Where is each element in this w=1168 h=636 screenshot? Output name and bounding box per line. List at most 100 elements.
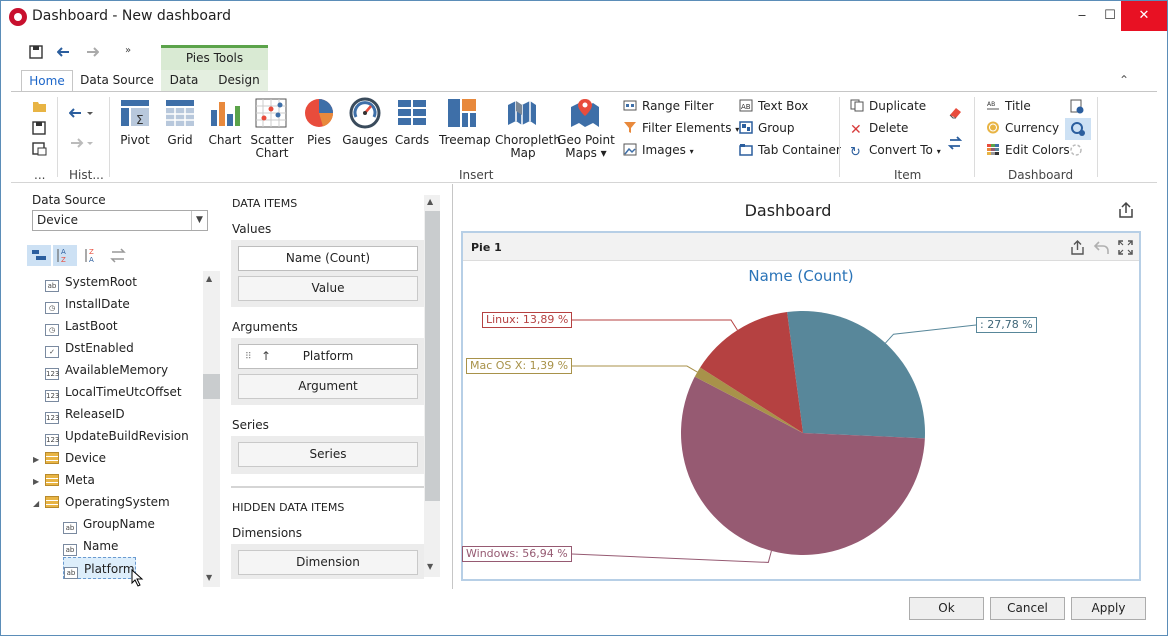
tree-node[interactable]: 123 ReleaseID: [45, 403, 125, 425]
scroll-up-icon[interactable]: ▲: [206, 274, 213, 283]
chevron-down-icon[interactable]: ▼: [191, 211, 207, 230]
dimensions-drop-placeholder[interactable]: Dimension: [238, 550, 418, 575]
geo-point-maps-icon[interactable]: [569, 97, 601, 132]
ribbon-redo-icon[interactable]: [69, 136, 93, 153]
tree-expander-icon[interactable]: ◢: [33, 499, 40, 508]
tree-node[interactable]: ◷ LastBoot: [45, 315, 118, 337]
filter-elements-button[interactable]: Filter Elements ▾: [623, 121, 739, 135]
convert-to-button[interactable]: ↻ Convert To ▾: [850, 143, 941, 160]
open-icon[interactable]: [32, 100, 47, 116]
tree-node[interactable]: ▶ Device: [33, 447, 106, 469]
pies-icon[interactable]: [303, 97, 335, 132]
values-drop-placeholder[interactable]: Value: [238, 276, 418, 301]
collapse-ribbon-icon[interactable]: ⌃: [1119, 73, 1130, 87]
remove-format-icon[interactable]: [947, 105, 963, 122]
customize-qat-icon[interactable]: »: [125, 45, 132, 56]
pie-dashboard-item[interactable]: Pie 1 Name (Count) : 27,78 % Windows: 56,…: [461, 231, 1141, 581]
title-button[interactable]: AB Title: [986, 99, 1031, 113]
maximize-item-icon[interactable]: [1117, 239, 1134, 259]
drill-up-icon[interactable]: [1093, 239, 1110, 259]
pie-slice-windows[interactable]: [681, 376, 925, 555]
save-file-icon[interactable]: [32, 121, 46, 138]
scroll-thumb[interactable]: [425, 211, 440, 501]
cards-icon[interactable]: [397, 98, 427, 131]
tree-node[interactable]: ◷ InstallDate: [45, 293, 130, 315]
arguments-drop-placeholder[interactable]: Argument: [238, 374, 418, 399]
scroll-thumb[interactable]: [203, 374, 220, 399]
text-box-button[interactable]: AB Text Box: [739, 99, 808, 113]
delete-button[interactable]: ✕ Delete: [850, 121, 908, 137]
tree-node[interactable]: ab SystemRoot: [45, 271, 137, 293]
gauges-icon[interactable]: [349, 97, 381, 132]
export-dashboard-icon[interactable]: [1117, 201, 1135, 222]
dashboard-settings-icon[interactable]: [1069, 99, 1085, 118]
tree-scrollbar[interactable]: ▲ ▼: [203, 271, 220, 587]
ok-button[interactable]: Ok: [909, 597, 984, 620]
redo-icon[interactable]: [85, 45, 100, 63]
images-button[interactable]: Images ▾: [623, 143, 694, 157]
tab-design[interactable]: Design: [218, 73, 260, 87]
tree-expander-icon[interactable]: ▶: [33, 477, 40, 486]
tree-node[interactable]: 123 UpdateBuildRevision: [45, 425, 189, 447]
cancel-button[interactable]: Cancel: [990, 597, 1065, 620]
range-filter-button[interactable]: Range Filter: [623, 99, 714, 113]
tab-container-button[interactable]: Tab Container: [739, 143, 841, 157]
scroll-up-icon[interactable]: ▲: [427, 197, 434, 206]
grid-icon[interactable]: [165, 98, 195, 131]
choropleth-map-icon[interactable]: [506, 97, 538, 132]
pie-slice-blank[interactable]: [787, 311, 925, 439]
tree-node[interactable]: 123 LocalTimeUtcOffset: [45, 381, 182, 403]
pane-splitter[interactable]: [452, 184, 453, 589]
tree-node[interactable]: ab Platform: [63, 557, 136, 579]
maximize-button[interactable]: ☐: [1104, 8, 1116, 23]
hidden-data-items-header: HIDDEN DATA ITEMS: [232, 501, 345, 514]
tree-node[interactable]: ab GroupName: [63, 513, 155, 535]
tab-home[interactable]: Home: [21, 70, 73, 92]
apply-button[interactable]: Apply: [1071, 597, 1146, 620]
data-items-scrollbar[interactable]: ▲ ▼: [424, 195, 440, 577]
data-source-combo[interactable]: Device ▼: [32, 210, 208, 231]
pie-chart[interactable]: [463, 233, 1139, 579]
sort-arrow-up-icon[interactable]: ↑: [261, 349, 272, 363]
tree-node[interactable]: 123 AvailableMemory: [45, 359, 168, 381]
pie-slice-mac-os-x[interactable]: [694, 367, 803, 433]
refresh-fields-button[interactable]: [107, 245, 131, 266]
tree-expander-icon[interactable]: ▶: [33, 455, 40, 464]
group-button[interactable]: Group: [739, 121, 795, 135]
arguments-item-platform[interactable]: ⠿ ↑ Platform: [238, 344, 418, 369]
scroll-down-icon[interactable]: ▼: [206, 573, 213, 582]
values-item-name-count[interactable]: Name (Count): [238, 246, 418, 271]
treemap-icon[interactable]: [447, 98, 477, 131]
duplicate-button[interactable]: Duplicate: [850, 99, 926, 113]
scroll-down-icon[interactable]: ▼: [427, 562, 434, 571]
pivot-icon[interactable]: Σ: [119, 98, 151, 131]
minimize-button[interactable]: ‒: [1077, 8, 1087, 23]
ribbon-undo-icon[interactable]: [68, 106, 93, 123]
undo-icon[interactable]: [56, 45, 71, 63]
drag-grip-icon[interactable]: ⠿: [245, 352, 252, 362]
tab-data[interactable]: Data: [169, 73, 199, 87]
scatter-chart-icon[interactable]: [255, 98, 287, 131]
tree-node[interactable]: ▶ Meta: [33, 469, 95, 491]
tab-data-source[interactable]: Data Source: [80, 73, 154, 87]
chart-icon[interactable]: [209, 98, 241, 131]
pie-slice-linux[interactable]: [700, 312, 803, 433]
save-icon[interactable]: [29, 45, 43, 63]
export-item-icon[interactable]: [1069, 239, 1086, 259]
currency-button[interactable]: Currency: [986, 121, 1059, 135]
series-drop-placeholder[interactable]: Series: [238, 442, 418, 467]
group-by-type-button[interactable]: [27, 245, 51, 266]
tree-node[interactable]: ab Name: [63, 535, 118, 557]
save-as-icon[interactable]: [32, 142, 47, 159]
swap-item-icon[interactable]: [947, 135, 963, 154]
tree-node[interactable]: ✓ DstEnabled: [45, 337, 134, 359]
treemap-label: Treemap: [439, 133, 491, 147]
close-button[interactable]: ✕: [1121, 1, 1167, 31]
parameters-icon[interactable]: [1065, 118, 1091, 140]
svg-text:A: A: [89, 256, 94, 264]
tree-node[interactable]: ◢ OperatingSystem: [33, 491, 170, 513]
automatic-updates-icon[interactable]: [1069, 143, 1085, 160]
edit-colors-button[interactable]: Edit Colors: [986, 143, 1070, 157]
